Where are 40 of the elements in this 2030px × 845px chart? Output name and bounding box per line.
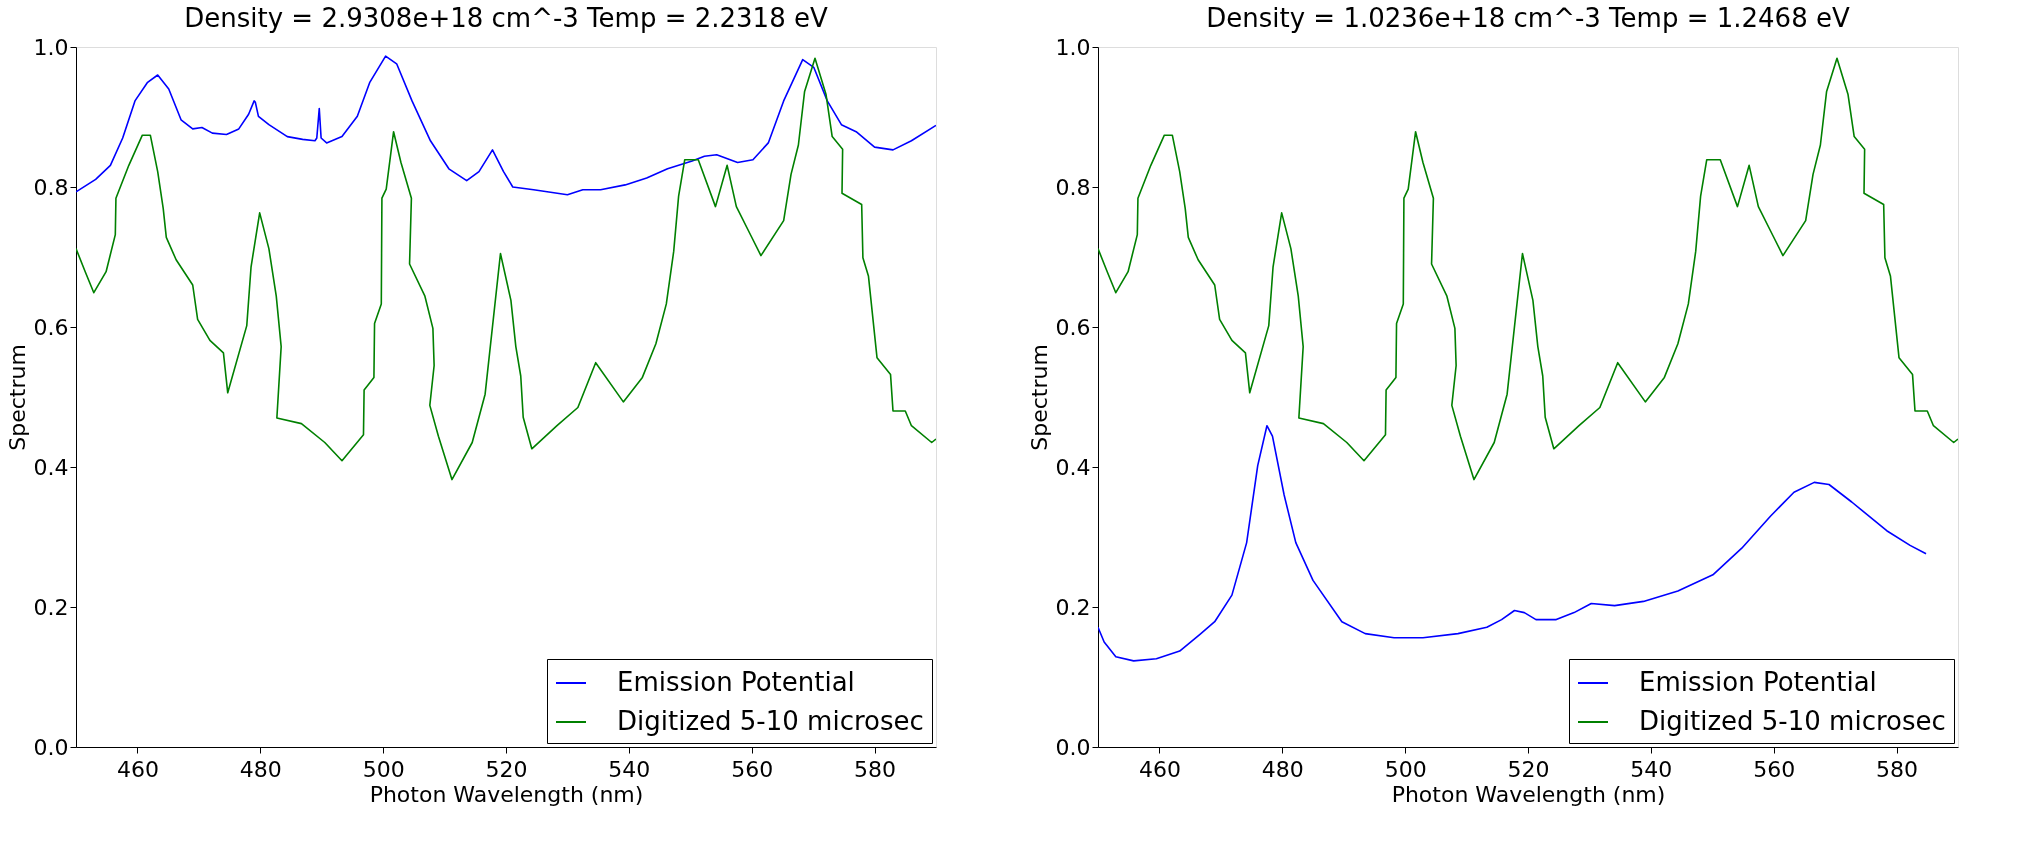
legend-label: Emission Potential xyxy=(1639,667,1877,697)
y-axis-title: Spectrum xyxy=(4,344,30,451)
y-tick-label: 0.4 xyxy=(33,454,69,480)
x-tick-label: 520 xyxy=(1507,756,1550,782)
line-series xyxy=(1098,57,1958,481)
x-tick-label: 460 xyxy=(116,756,159,782)
x-tick-label: 560 xyxy=(731,756,774,782)
x-tick-label: 540 xyxy=(608,756,651,782)
x-tick-label: 460 xyxy=(1138,756,1181,782)
y-tick-label: 0.8 xyxy=(33,174,69,200)
y-tick-label: 0.6 xyxy=(1055,314,1091,340)
x-tick-label: 580 xyxy=(854,756,897,782)
y-tick-label: 0.2 xyxy=(33,594,69,620)
line-series xyxy=(76,55,936,196)
y-tick-label: 0.0 xyxy=(1055,734,1091,760)
x-axis-title: Photon Wavelength (nm) xyxy=(1391,781,1666,807)
x-tick-label: 540 xyxy=(1630,756,1673,782)
x-tick-label: 480 xyxy=(1261,756,1304,782)
legend-label: Digitized 5-10 microsec xyxy=(617,706,924,736)
y-tick-label: 0.4 xyxy=(1055,454,1091,480)
y-tick-label: 0.6 xyxy=(33,314,69,340)
y-tick-label: 1.0 xyxy=(33,34,69,60)
y-axis-title: Spectrum xyxy=(1026,344,1052,451)
x-tick-label: 580 xyxy=(1876,756,1919,782)
chart-title: Density = 1.0236e+18 cm^-3 Temp = 1.2468 eV xyxy=(1206,3,1850,33)
x-axis-title: Photon Wavelength (nm) xyxy=(369,781,644,807)
x-tick-label: 520 xyxy=(485,756,528,782)
line-series xyxy=(1098,424,1927,662)
x-tick-label: 500 xyxy=(1384,756,1427,782)
chart-title: Density = 2.9308e+18 cm^-3 Temp = 2.2318 eV xyxy=(184,3,828,33)
legend-label: Emission Potential xyxy=(617,667,855,697)
line-series xyxy=(76,57,936,481)
x-tick-label: 560 xyxy=(1753,756,1796,782)
y-tick-label: 1.0 xyxy=(1055,34,1091,60)
y-tick-label: 0.2 xyxy=(1055,594,1091,620)
legend-label: Digitized 5-10 microsec xyxy=(1639,706,1946,736)
y-tick-label: 0.8 xyxy=(1055,174,1091,200)
x-tick-label: 500 xyxy=(362,756,405,782)
y-tick-label: 0.0 xyxy=(33,734,69,760)
x-tick-label: 480 xyxy=(239,756,282,782)
